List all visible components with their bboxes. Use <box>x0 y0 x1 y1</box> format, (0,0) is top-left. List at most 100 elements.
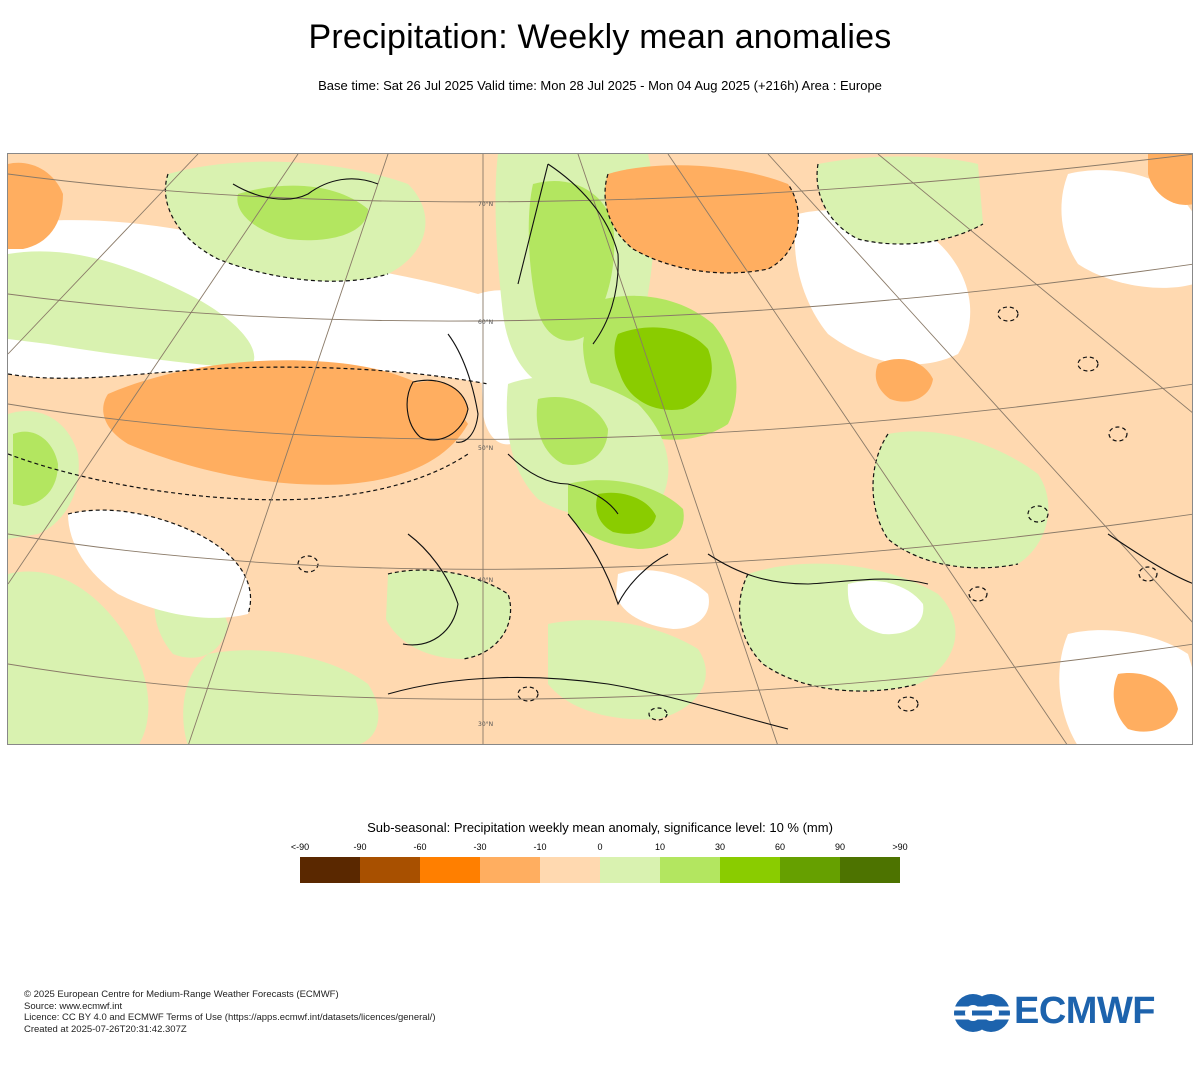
north-atlantic-green-band <box>8 251 255 369</box>
legend-swatch <box>360 857 420 883</box>
map-canvas: 70°N 60°N 50°N 40°N 30°N <box>8 154 1192 744</box>
significance-contour-southwest <box>67 509 252 615</box>
russia-neutral-region <box>794 210 971 365</box>
legend-tick: 10 <box>654 842 666 852</box>
legend-tick: -10 <box>533 842 547 852</box>
legend-swatch <box>420 857 480 883</box>
ecmwf-logo-text: ECMWF <box>1014 990 1156 1032</box>
iberia-coastline <box>402 533 459 646</box>
legend-swatch <box>780 857 840 883</box>
meridian-line <box>8 154 299 585</box>
southwest-green-region <box>8 571 149 744</box>
west-atlantic-moderate-green-region <box>13 431 58 506</box>
legend-swatch <box>660 857 720 883</box>
black-sea-coastline <box>707 553 929 585</box>
caspian-dry-patch <box>1113 673 1178 732</box>
mediterranean-white-patch <box>616 570 709 629</box>
lat-label-30n: 30°N <box>478 721 493 728</box>
significance-contour-loop <box>648 707 668 721</box>
ireland-coastline <box>406 379 469 441</box>
significance-contour-east <box>872 433 1019 569</box>
greenland-coastline <box>232 178 379 200</box>
northeast-white-patch <box>1061 170 1192 288</box>
caspian-coastline <box>1107 533 1192 584</box>
meridian-line <box>767 154 1192 623</box>
britain-coastline <box>447 333 479 443</box>
ecmwf-logo: ECMWF <box>952 990 1180 1034</box>
legend-swatch <box>720 857 780 883</box>
latitude-line <box>8 154 1192 203</box>
southwest-neutral-region <box>68 510 251 618</box>
baltic-wet-core <box>614 327 712 410</box>
scandinavia-green-core <box>528 180 615 341</box>
significance-contour-loop <box>997 306 1019 322</box>
significance-contour-loop <box>1027 505 1049 523</box>
legend-swatch <box>540 857 600 883</box>
legend-tick: <-90 <box>290 842 310 852</box>
atlantic-dry-band <box>103 360 469 485</box>
northeast-green-region <box>817 156 983 244</box>
ireland-dry-region <box>408 381 468 438</box>
north-africa-green-region <box>183 650 379 744</box>
lat-label-70n: 70°N <box>478 201 493 208</box>
coastlines <box>232 163 1192 730</box>
footer-created: Created at 2025-07-26T20:31:42.307Z <box>24 1023 187 1035</box>
northeast-dry-patch <box>1148 154 1192 205</box>
legend-swatch <box>840 857 900 883</box>
lat-label-60n: 60°N <box>478 319 493 326</box>
ecmwf-logo-icon <box>952 994 1012 1032</box>
lat-label-50n: 50°N <box>478 445 493 452</box>
significance-contour-loop <box>517 686 539 702</box>
legend-tick: 90 <box>834 842 846 852</box>
germany-green-region <box>536 397 608 465</box>
footer-source: Source: www.ecmwf.int <box>24 1000 123 1012</box>
legend-tick: -30 <box>473 842 487 852</box>
significance-contour-loop <box>1108 426 1128 442</box>
significance-contour-loop <box>1138 566 1158 582</box>
legend-colorbar <box>300 857 900 883</box>
footer-licence: Licence: CC BY 4.0 and ECMWF Terms of Us… <box>24 1012 436 1023</box>
latitude-line <box>8 643 1192 700</box>
chart-title: Precipitation: Weekly mean anomalies <box>308 18 892 56</box>
alps-wet-core <box>596 492 656 534</box>
legend-tick: -60 <box>413 842 427 852</box>
legend-tick: 30 <box>714 842 726 852</box>
significance-contour-greenland <box>164 173 389 282</box>
eastern-europe-green-region <box>873 431 1049 568</box>
scandinavia-coastline <box>517 163 619 345</box>
legend-tick: 60 <box>774 842 786 852</box>
latitude-line <box>8 263 1192 322</box>
iberia-green-region <box>386 570 511 659</box>
significance-contour-iberia <box>387 569 512 660</box>
legend-tick: -90 <box>353 842 367 852</box>
meridian-line <box>8 154 199 355</box>
anomaly-map: 70°N 60°N 50°N 40°N 30°N <box>7 153 1193 745</box>
latitude-line <box>8 513 1192 570</box>
anatolia-white-patch <box>847 580 924 635</box>
significance-contour-loop <box>1077 356 1099 372</box>
latitude-labels: 70°N 60°N 50°N 40°N 30°N <box>478 201 493 728</box>
graticule <box>8 154 1192 744</box>
ural-dry-patch <box>875 359 933 402</box>
legend-swatch <box>480 857 540 883</box>
significance-contour-loop <box>897 696 919 712</box>
legend-title: Sub-seasonal: Precipitation weekly mean … <box>367 820 833 835</box>
mediterranean-green-region <box>548 620 706 720</box>
footer-copyright: © 2025 European Centre for Medium-Range … <box>24 989 339 1000</box>
legend-swatch <box>300 857 360 883</box>
significance-contour-russia <box>604 173 799 274</box>
north-russia-dry-region <box>605 165 799 273</box>
meridian-line <box>577 154 778 744</box>
legend-swatch <box>600 857 660 883</box>
central-europe-coastline <box>507 453 619 515</box>
greenland-moderate-green-region <box>237 185 368 241</box>
significance-contour-loop <box>968 586 988 602</box>
north-africa-coastline <box>387 676 789 730</box>
chart-subtitle: Base time: Sat 26 Jul 2025 Valid time: M… <box>318 78 882 93</box>
legend-tick: >90 <box>892 842 908 852</box>
legend-ticks: <-90 -90 -60 -30 -10 0 10 30 60 90 >90 <box>290 842 910 854</box>
meridian-line <box>188 154 389 744</box>
significance-contour-northeast <box>816 163 984 245</box>
significance-contours <box>8 163 1158 721</box>
west-coast-dry-patch <box>8 162 63 249</box>
